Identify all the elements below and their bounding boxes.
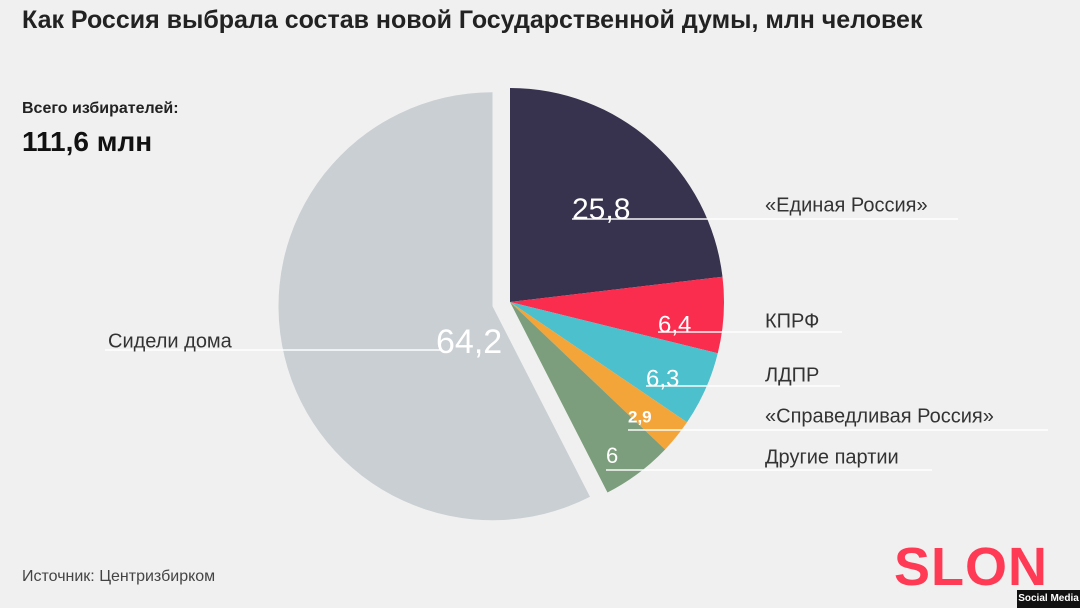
slice-value-label: 6,3	[646, 365, 679, 392]
slice-category-label: «Справедливая Россия»	[765, 405, 994, 427]
slice-value-label: 6	[606, 443, 618, 468]
slice-value-label: 2,9	[628, 407, 652, 426]
pie-slice	[510, 276, 724, 354]
social-media-credit: Social Media	[1017, 590, 1080, 608]
slice-category-label: КПРФ	[765, 310, 819, 332]
source-note: Источник: Центризбирком	[22, 568, 216, 585]
slice-category-label: Другие партии	[765, 446, 899, 468]
slice-category-label: «Единая Россия»	[765, 194, 928, 216]
slice-value-label: 6,4	[658, 311, 691, 338]
slice-category-label: ЛДПР	[765, 364, 819, 386]
total-voters-label: Всего избирателей:	[22, 100, 179, 117]
slice-value-label: 64,2	[436, 323, 502, 361]
slon-logo: SLON	[894, 537, 1049, 597]
slice-value-label: 25,8	[572, 193, 630, 226]
slice-category-label: Сидели дома	[108, 330, 233, 352]
total-voters-value: 111,6 млн	[22, 126, 153, 157]
pie-slice	[278, 92, 590, 521]
pie-slice	[510, 88, 723, 302]
pie-slice	[510, 302, 688, 450]
pie-slice	[510, 302, 718, 423]
chart-title: Как Россия выбрала состав новой Государс…	[22, 6, 923, 34]
pie-slice	[510, 302, 666, 493]
